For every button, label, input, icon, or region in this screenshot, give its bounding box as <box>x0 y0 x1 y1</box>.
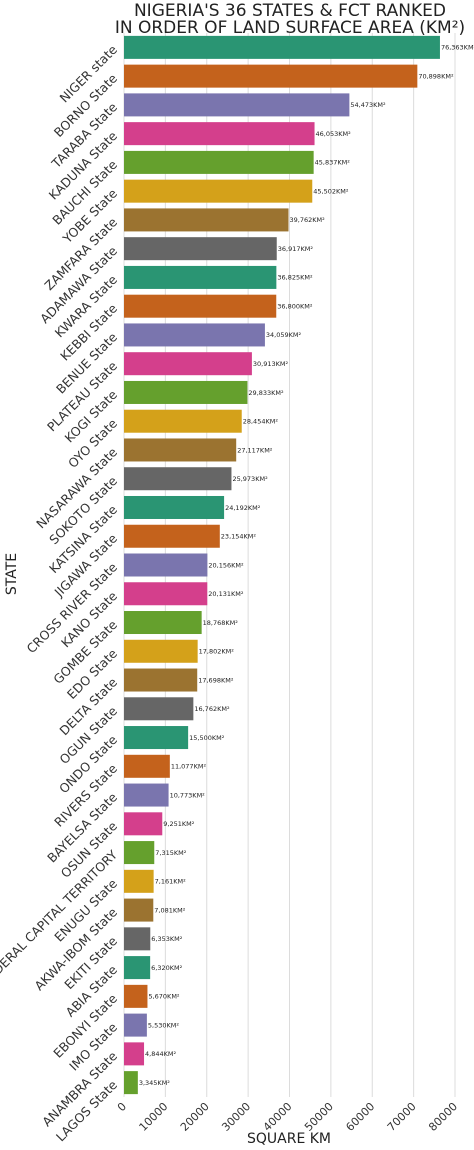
bar-value-label: 39,762KM² <box>290 216 326 224</box>
bar <box>124 582 208 606</box>
x-tick-label: 0 <box>115 1100 129 1114</box>
bar <box>124 352 252 376</box>
bar <box>124 64 418 88</box>
bar-value-label: 17,802KM² <box>199 648 235 656</box>
x-tick-label: 20000 <box>178 1100 212 1134</box>
bar <box>124 1071 138 1095</box>
bar <box>124 927 151 951</box>
bar <box>124 1013 147 1037</box>
bar-value-label: 18,768KM² <box>203 619 239 627</box>
bar-value-label: 29,833KM² <box>248 389 284 397</box>
bar-value-label: 20,131KM² <box>208 590 244 598</box>
bar-value-label: 46,053KM² <box>316 130 352 138</box>
bar-value-label: 25,973KM² <box>232 475 268 483</box>
bar <box>124 639 198 663</box>
bar-value-label: 11,077KM² <box>171 763 207 771</box>
bar <box>124 611 202 635</box>
bar <box>124 553 208 577</box>
bars <box>124 35 440 1095</box>
bar <box>124 122 315 146</box>
bar <box>124 697 194 721</box>
bar <box>124 984 148 1008</box>
y-axis-label: STATE <box>4 553 20 595</box>
x-tick-label: 70000 <box>385 1100 419 1134</box>
bar-value-label: 36,917KM² <box>278 245 314 253</box>
bar <box>124 1042 145 1066</box>
bar-value-label: 27,117KM² <box>237 446 273 454</box>
bar-value-label: 10,773KM² <box>170 791 206 799</box>
bar <box>124 812 163 836</box>
x-tick-labels: 0 10000 20000 30000 40000 50000 60000 70000 8000… <box>115 1100 460 1134</box>
x-tick-label: 50000 <box>302 1100 336 1134</box>
bar-value-label: 15,500KM² <box>189 734 225 742</box>
x-tick-label: 40000 <box>261 1100 295 1134</box>
bar-value-label: 6,320KM² <box>151 964 182 972</box>
bar <box>124 380 248 404</box>
bar-value-label: 5,530KM² <box>148 1021 179 1029</box>
bar-value-label: 34,059KM² <box>266 331 302 339</box>
bar-value-label: 45,837KM² <box>315 159 351 167</box>
bar-value-label: 54,473KM² <box>350 101 386 109</box>
x-tick-label: 30000 <box>219 1100 253 1134</box>
bar <box>124 495 225 519</box>
bar <box>124 409 242 433</box>
bar-value-label: 30,913KM² <box>253 360 289 368</box>
bar-value-label: 7,081KM² <box>154 906 185 914</box>
title-line: IN ORDER OF LAND SURFACE AREA (KM²) <box>115 18 465 38</box>
bar-value-label: 70,898KM² <box>418 72 454 80</box>
bar-value-label: 23,154KM² <box>221 533 257 541</box>
chart-title: NIGERIA'S 36 STATES & FCT RANKED IN ORDER… <box>115 1 465 38</box>
bar <box>124 841 155 865</box>
bar-value-label: 36,800KM² <box>277 302 313 310</box>
bar-value-label: 6,353KM² <box>151 935 182 943</box>
bar <box>124 208 289 232</box>
bar <box>124 754 170 778</box>
bar-value-label: 7,315KM² <box>155 849 186 857</box>
bar <box>124 294 277 318</box>
bar-value-label: 24,192KM² <box>225 504 261 512</box>
bar-value-label: 16,762KM² <box>194 705 230 713</box>
bar <box>124 726 189 750</box>
bar <box>124 956 151 980</box>
bar-value-label: 28,454KM² <box>243 418 279 426</box>
bar-value-label: 45,502KM² <box>313 187 349 195</box>
bar <box>124 898 154 922</box>
x-axis-label: SQUARE KM <box>247 1131 331 1147</box>
bar <box>124 237 277 261</box>
x-tick-label: 10000 <box>137 1100 171 1134</box>
bar-value-label: 5,670KM² <box>148 993 179 1001</box>
x-tick-label: 80000 <box>426 1100 460 1134</box>
bar <box>124 869 154 893</box>
bar <box>124 323 265 347</box>
bar-value-label: 36,825KM² <box>277 274 313 282</box>
bar <box>124 524 220 548</box>
bar <box>124 93 350 117</box>
title-line: NIGERIA'S 36 STATES & FCT RANKED <box>134 1 446 21</box>
bar <box>124 438 237 462</box>
data-labels: 76,363KM² 70,898KM² 54,473KM² 46,053KM² 45,8… <box>139 44 474 1087</box>
bar <box>124 668 198 692</box>
bar-value-label: 7,161KM² <box>155 878 186 886</box>
bar-value-label: 4,844KM² <box>145 1050 176 1058</box>
bar-value-label: 76,363KM² <box>441 44 474 52</box>
bar <box>124 150 314 174</box>
bar <box>124 179 313 203</box>
bar <box>124 35 440 59</box>
bar <box>124 467 232 491</box>
x-tick-label: 60000 <box>343 1100 377 1134</box>
bar <box>124 265 277 289</box>
bar-value-label: 17,698KM² <box>198 676 234 684</box>
bar-value-label: 3,345KM² <box>139 1079 170 1087</box>
bar-value-label: 20,156KM² <box>208 561 244 569</box>
bar-value-label: 9,251KM² <box>163 820 194 828</box>
bar <box>124 783 169 807</box>
